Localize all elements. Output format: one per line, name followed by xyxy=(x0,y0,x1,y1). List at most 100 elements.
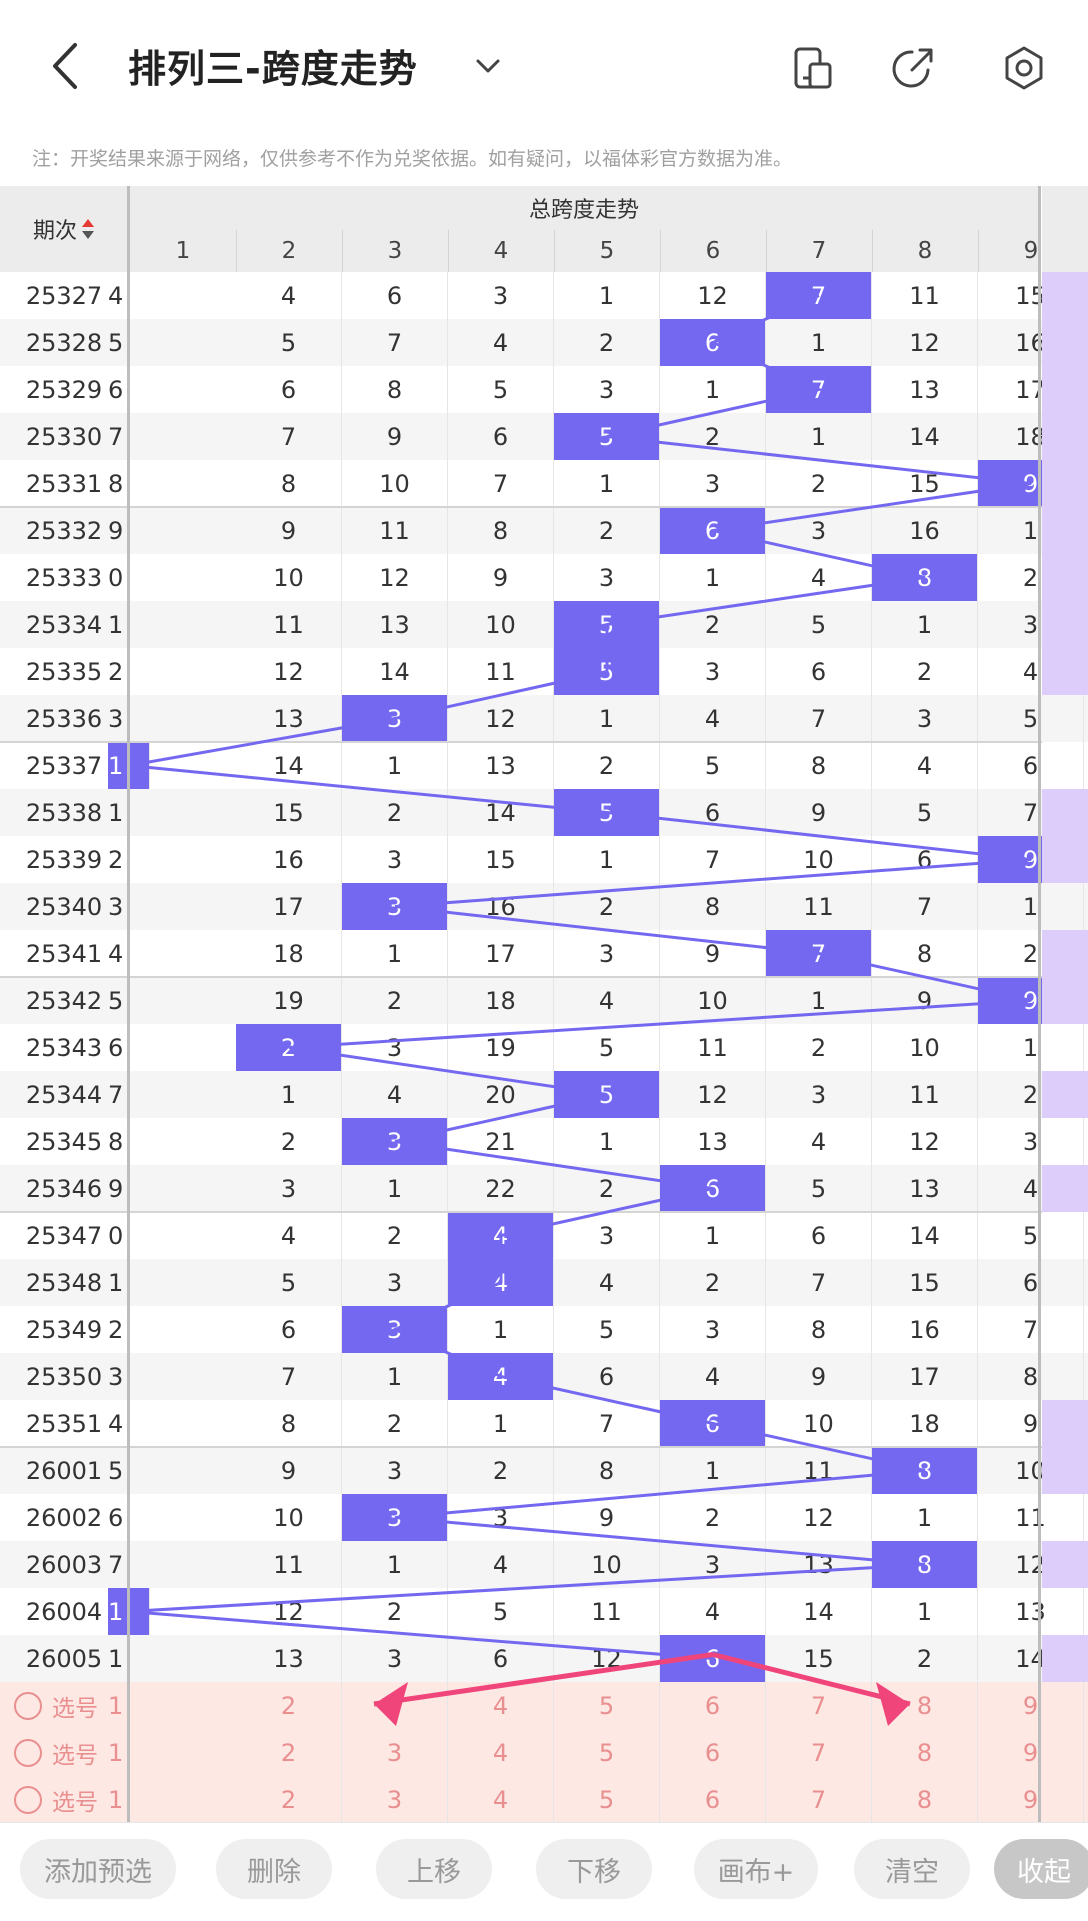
table-cell: 1 xyxy=(554,272,660,319)
select-label: 选号 xyxy=(52,1743,98,1769)
table-cell: 18 xyxy=(448,977,554,1024)
extra-column-cell xyxy=(1042,883,1088,930)
table-cell: 10 xyxy=(554,1541,660,1588)
extra-column-cell xyxy=(1042,789,1088,836)
select-cell[interactable]: 7 xyxy=(766,1729,872,1776)
table-cell: 19 xyxy=(236,977,342,1024)
select-cell[interactable]: 5 xyxy=(554,1776,660,1822)
select-cell[interactable]: 9 xyxy=(978,1776,1084,1822)
table-cell: 4 xyxy=(448,1541,554,1588)
table-row: 25329 6 6 8 5 3 1 7 13 17 xyxy=(0,366,1088,413)
issue-number: 25336 xyxy=(25,704,103,733)
table-cell: 10 xyxy=(236,554,342,601)
settings-icon xyxy=(1005,46,1043,90)
hit-cell: 5 xyxy=(554,413,660,460)
table-cell: 2 xyxy=(554,319,660,366)
table-cell: 6 xyxy=(872,836,978,883)
table-cell: 1 xyxy=(342,742,448,789)
select-cell[interactable]: 7 xyxy=(766,1682,872,1729)
table-cell: 7 xyxy=(236,413,342,460)
table-cell: 7 xyxy=(554,1400,660,1447)
select-cell[interactable]: 2 xyxy=(236,1729,342,1776)
select-cell[interactable]: 2 xyxy=(236,1776,342,1822)
table-cell: 3 xyxy=(554,554,660,601)
select-cell[interactable]: 9 xyxy=(978,1729,1084,1776)
select-cell[interactable]: 3 xyxy=(342,1682,448,1729)
select-cell[interactable]: 9 xyxy=(978,1682,1084,1729)
select-cell[interactable]: 6 xyxy=(660,1729,766,1776)
table-cell: 3 xyxy=(448,1494,554,1541)
select-cell[interactable]: 8 xyxy=(872,1682,978,1729)
table-cell: 1 xyxy=(660,366,766,413)
move-down-button[interactable]: 下移 xyxy=(536,1839,652,1899)
phone-layout-button[interactable] xyxy=(788,44,836,92)
table-cell: 15 xyxy=(872,460,978,507)
title-dropdown-button[interactable] xyxy=(470,48,506,84)
table-cell: 14 xyxy=(448,789,554,836)
delete-button[interactable]: 删除 xyxy=(216,1839,332,1899)
select-cell[interactable]: 4 xyxy=(448,1776,554,1822)
table-row: 26002 6 10 3 3 9 2 12 1 11 xyxy=(0,1494,1088,1541)
back-button[interactable] xyxy=(40,38,88,94)
table-cell: 1 xyxy=(766,413,872,460)
select-cell[interactable]: 5 xyxy=(554,1682,660,1729)
clear-button[interactable]: 清空 xyxy=(854,1839,970,1899)
select-cell[interactable]: 5 xyxy=(554,1729,660,1776)
table-cell: 2 xyxy=(236,1118,342,1165)
table-cell: 3 xyxy=(660,1306,766,1353)
table-cell: 1 xyxy=(448,1306,554,1353)
select-cell[interactable]: 6 xyxy=(660,1682,766,1729)
select-number-button[interactable]: 选号 xyxy=(14,1736,98,1770)
select-cell[interactable]: 4 xyxy=(448,1729,554,1776)
table-cell: 1 xyxy=(342,1165,448,1212)
issue-number: 26002 xyxy=(25,1503,103,1532)
table-cell: 10 xyxy=(660,977,766,1024)
move-up-button[interactable]: 上移 xyxy=(376,1839,492,1899)
select-cell[interactable]: 3 xyxy=(342,1729,448,1776)
chevron-down-icon xyxy=(476,59,500,73)
extra-column-cell xyxy=(1042,507,1088,554)
select-label: 选号 xyxy=(52,1790,98,1816)
table-cell: 4 xyxy=(448,319,554,366)
table-cell: 9 xyxy=(872,977,978,1024)
table-cell: 11 xyxy=(872,1071,978,1118)
page-title[interactable]: 排列三-跨度走势 xyxy=(128,47,418,91)
select-number-button[interactable]: 选号 xyxy=(14,1783,98,1817)
hit-cell: 3 xyxy=(342,695,448,742)
share-button[interactable] xyxy=(890,44,938,92)
table-cell: 2 xyxy=(554,742,660,789)
add-preselect-button[interactable]: 添加预选 xyxy=(20,1839,176,1899)
select-number-button[interactable]: 选号 xyxy=(14,1689,98,1723)
table-cell: 8 xyxy=(660,883,766,930)
select-cell[interactable]: 6 xyxy=(660,1776,766,1822)
select-cell[interactable]: 4 xyxy=(448,1682,554,1729)
select-cell[interactable]: 3 xyxy=(342,1776,448,1822)
back-arrow-icon xyxy=(53,43,77,89)
settings-button[interactable] xyxy=(1000,44,1048,92)
issue-header[interactable]: 期次 xyxy=(0,186,128,272)
table-row: 25340 3 17 3 16 2 8 11 7 1 xyxy=(0,883,1088,930)
extra-column-cell xyxy=(1042,460,1088,507)
table-cell: 3 xyxy=(342,836,448,883)
table-cell: 13 xyxy=(236,1635,342,1682)
table-row: 25334 1 11 13 10 5 2 5 1 3 xyxy=(0,601,1088,648)
radio-circle-icon xyxy=(14,1739,42,1767)
select-cell[interactable]: 8 xyxy=(872,1776,978,1822)
table-cell: 4 xyxy=(342,1071,448,1118)
table-cell: 17 xyxy=(448,930,554,977)
table-cell: 6 xyxy=(766,1212,872,1259)
select-cell[interactable]: 8 xyxy=(872,1729,978,1776)
table-row: 26004 1 12 2 5 11 4 14 1 13 xyxy=(0,1588,1088,1635)
canvas-button[interactable]: 画布+ xyxy=(694,1839,818,1899)
hit-cell: 5 xyxy=(554,648,660,695)
select-cell[interactable]: 2 xyxy=(236,1682,342,1729)
table-row: 26003 7 11 1 4 10 3 13 8 12 xyxy=(0,1541,1088,1588)
collapse-button[interactable]: 收起 xyxy=(994,1839,1088,1899)
table-row: 25344 7 1 4 20 5 12 3 11 2 xyxy=(0,1071,1088,1118)
select-cell[interactable]: 7 xyxy=(766,1776,872,1822)
table-row: 25341 4 18 1 17 3 9 7 8 2 xyxy=(0,930,1088,977)
table-row: 25345 8 2 3 21 1 13 4 12 3 xyxy=(0,1118,1088,1165)
table-cell: 8 xyxy=(872,930,978,977)
table-cell: 14 xyxy=(342,648,448,695)
